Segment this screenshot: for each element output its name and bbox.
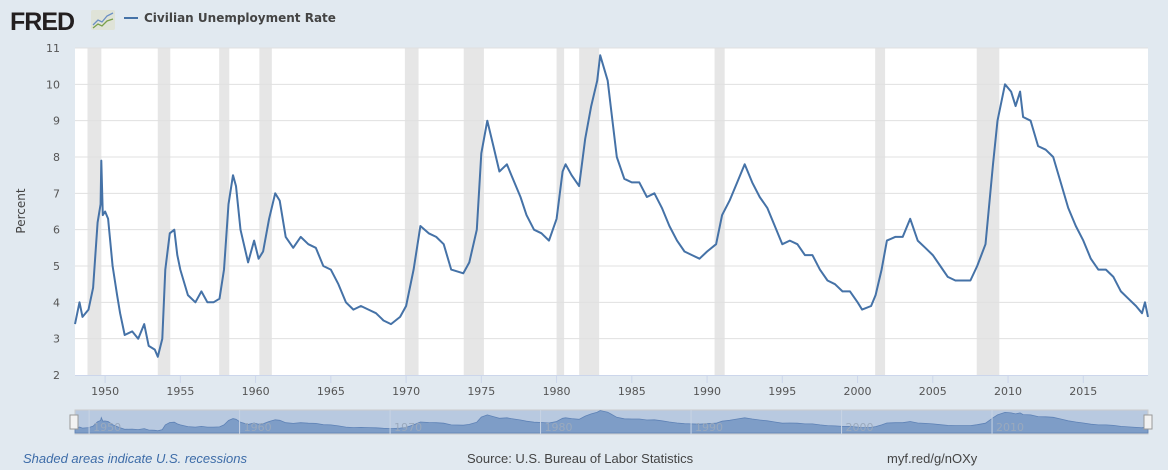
y-tick-label: 2 — [53, 369, 60, 382]
series-line — [74, 54, 1149, 358]
legend-line-swatch — [124, 17, 138, 19]
navigator-tick-label: 1960 — [244, 421, 272, 434]
navigator-tick-label: 2010 — [996, 421, 1024, 434]
plot-area — [75, 48, 1148, 375]
recession-note: Shaded areas indicate U.S. recessions — [23, 451, 248, 466]
y-tick-label: 4 — [53, 296, 60, 309]
y-tick-label: 9 — [53, 115, 60, 128]
x-tick-label: 1965 — [317, 385, 345, 398]
navigator-right-handle[interactable] — [1143, 414, 1153, 430]
legend-label: Civilian Unemployment Rate — [144, 11, 336, 25]
fred-logo-graph-icon — [91, 10, 115, 30]
x-tick-label: 1970 — [392, 385, 420, 398]
line-chart: 2 3 4 5 6 7 8 9 10 11 1950 1955 1960 1965 1970 1975 198… — [14, 42, 1153, 435]
x-tick-label: 1995 — [768, 385, 796, 398]
navigator-series-area — [74, 410, 1149, 434]
recession-band — [875, 48, 886, 375]
x-tick-label: 2000 — [844, 385, 872, 398]
navigator-tick-label: 1980 — [545, 421, 573, 434]
y-tick-label: 10 — [46, 78, 60, 91]
navigator-tick-label: 1950 — [93, 421, 121, 434]
fred-logo[interactable]: FRED — [10, 8, 75, 36]
recession-band — [579, 48, 600, 375]
y-tick-label: 5 — [53, 260, 60, 273]
x-tick-label: 2015 — [1069, 385, 1097, 398]
navigator[interactable]: 1950 1960 1970 1980 1990 2000 2010 — [69, 409, 1153, 435]
x-tick-label: 1980 — [543, 385, 571, 398]
y-tick-label: 3 — [53, 333, 60, 346]
x-tick-label: 1950 — [91, 385, 119, 398]
x-tick-label: 1975 — [467, 385, 495, 398]
recession-band — [404, 48, 419, 375]
source-text: Source: U.S. Bureau of Labor Statistics — [467, 451, 694, 466]
navigator-left-handle[interactable] — [69, 414, 79, 430]
recession-band — [463, 48, 484, 375]
x-tick-label: 1990 — [693, 385, 721, 398]
y-tick-label: 8 — [53, 151, 60, 164]
recession-band — [556, 48, 565, 375]
recession-band — [219, 48, 230, 375]
recession-band — [714, 48, 725, 375]
y-tick-label: 7 — [53, 187, 60, 200]
short-link[interactable]: myf.red/g/nOXy — [887, 451, 978, 466]
y-tick-label: 11 — [46, 42, 60, 55]
recession-band — [259, 48, 272, 375]
navigator-tick-label: 1990 — [695, 421, 723, 434]
recession-band — [157, 48, 171, 375]
navigator-tick-label: 1970 — [394, 421, 422, 434]
navigator-tick-label: 2000 — [846, 421, 874, 434]
x-tick-label: 1960 — [242, 385, 270, 398]
x-tick-label: 1985 — [618, 385, 646, 398]
x-tick-label: 2010 — [994, 385, 1022, 398]
legend-item[interactable]: Civilian Unemployment Rate — [124, 11, 336, 25]
x-tick-label: 1955 — [166, 385, 194, 398]
y-axis-label: Percent — [14, 188, 28, 233]
x-tick-label: 2005 — [919, 385, 947, 398]
y-tick-label: 6 — [53, 224, 60, 237]
